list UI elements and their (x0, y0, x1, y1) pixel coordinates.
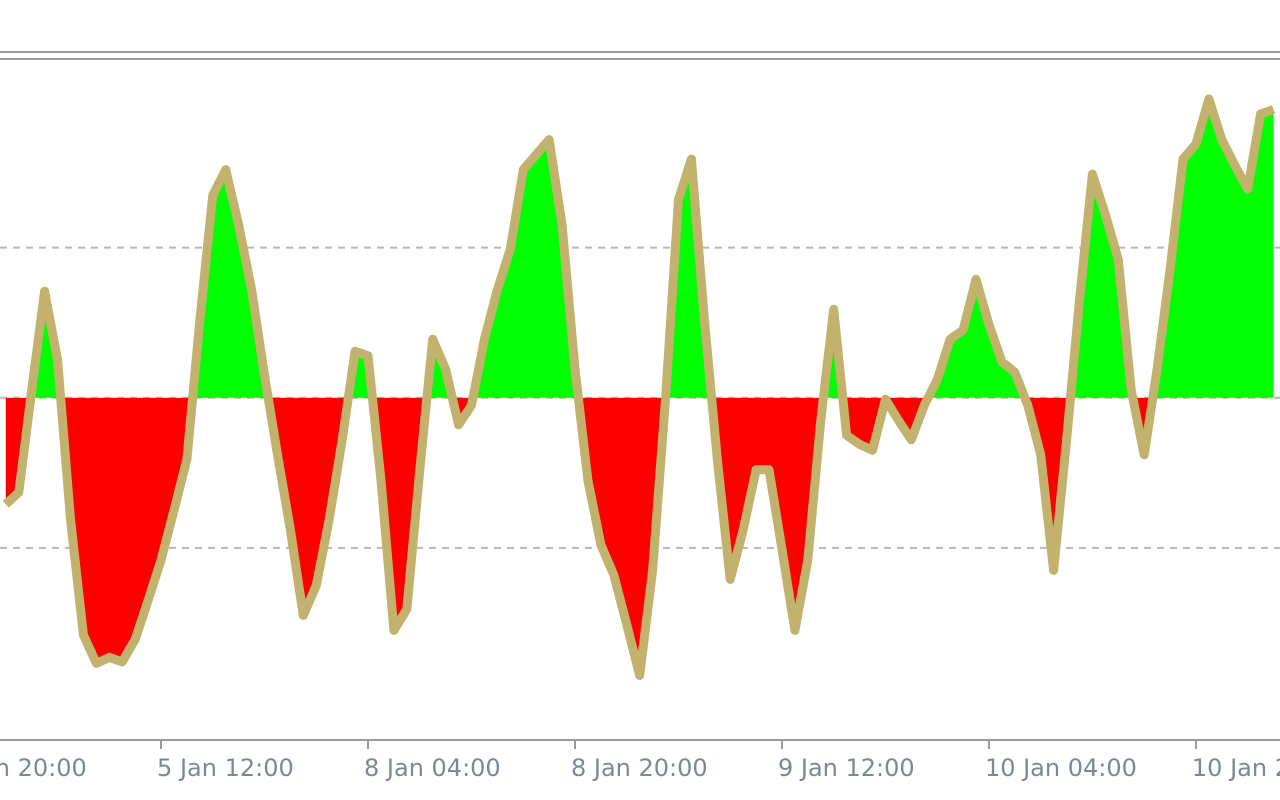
oscillator-line (2, 94, 1275, 680)
x-tick-label: 10 Jan 20:00 (1192, 754, 1280, 782)
x-tick-label: 4 Jan 20:00 (0, 754, 87, 782)
x-tick-label: 5 Jan 12:00 (157, 754, 294, 782)
x-tick-label: 8 Jan 20:00 (571, 754, 708, 782)
x-tick-label: 9 Jan 12:00 (778, 754, 915, 782)
negative-area (5, 397, 1153, 676)
x-tick-label: 8 Jan 04:00 (364, 754, 501, 782)
x-tick-label: 10 Jan 04:00 (985, 754, 1137, 782)
